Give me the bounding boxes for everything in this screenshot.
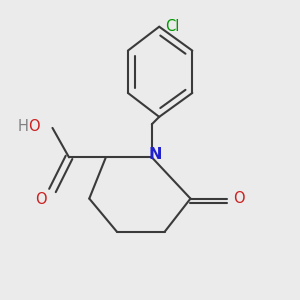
Text: O: O <box>35 192 47 207</box>
Text: H: H <box>18 118 28 134</box>
Text: O: O <box>28 118 40 134</box>
Text: O: O <box>233 191 244 206</box>
Text: N: N <box>148 147 161 162</box>
Text: Cl: Cl <box>165 19 179 34</box>
